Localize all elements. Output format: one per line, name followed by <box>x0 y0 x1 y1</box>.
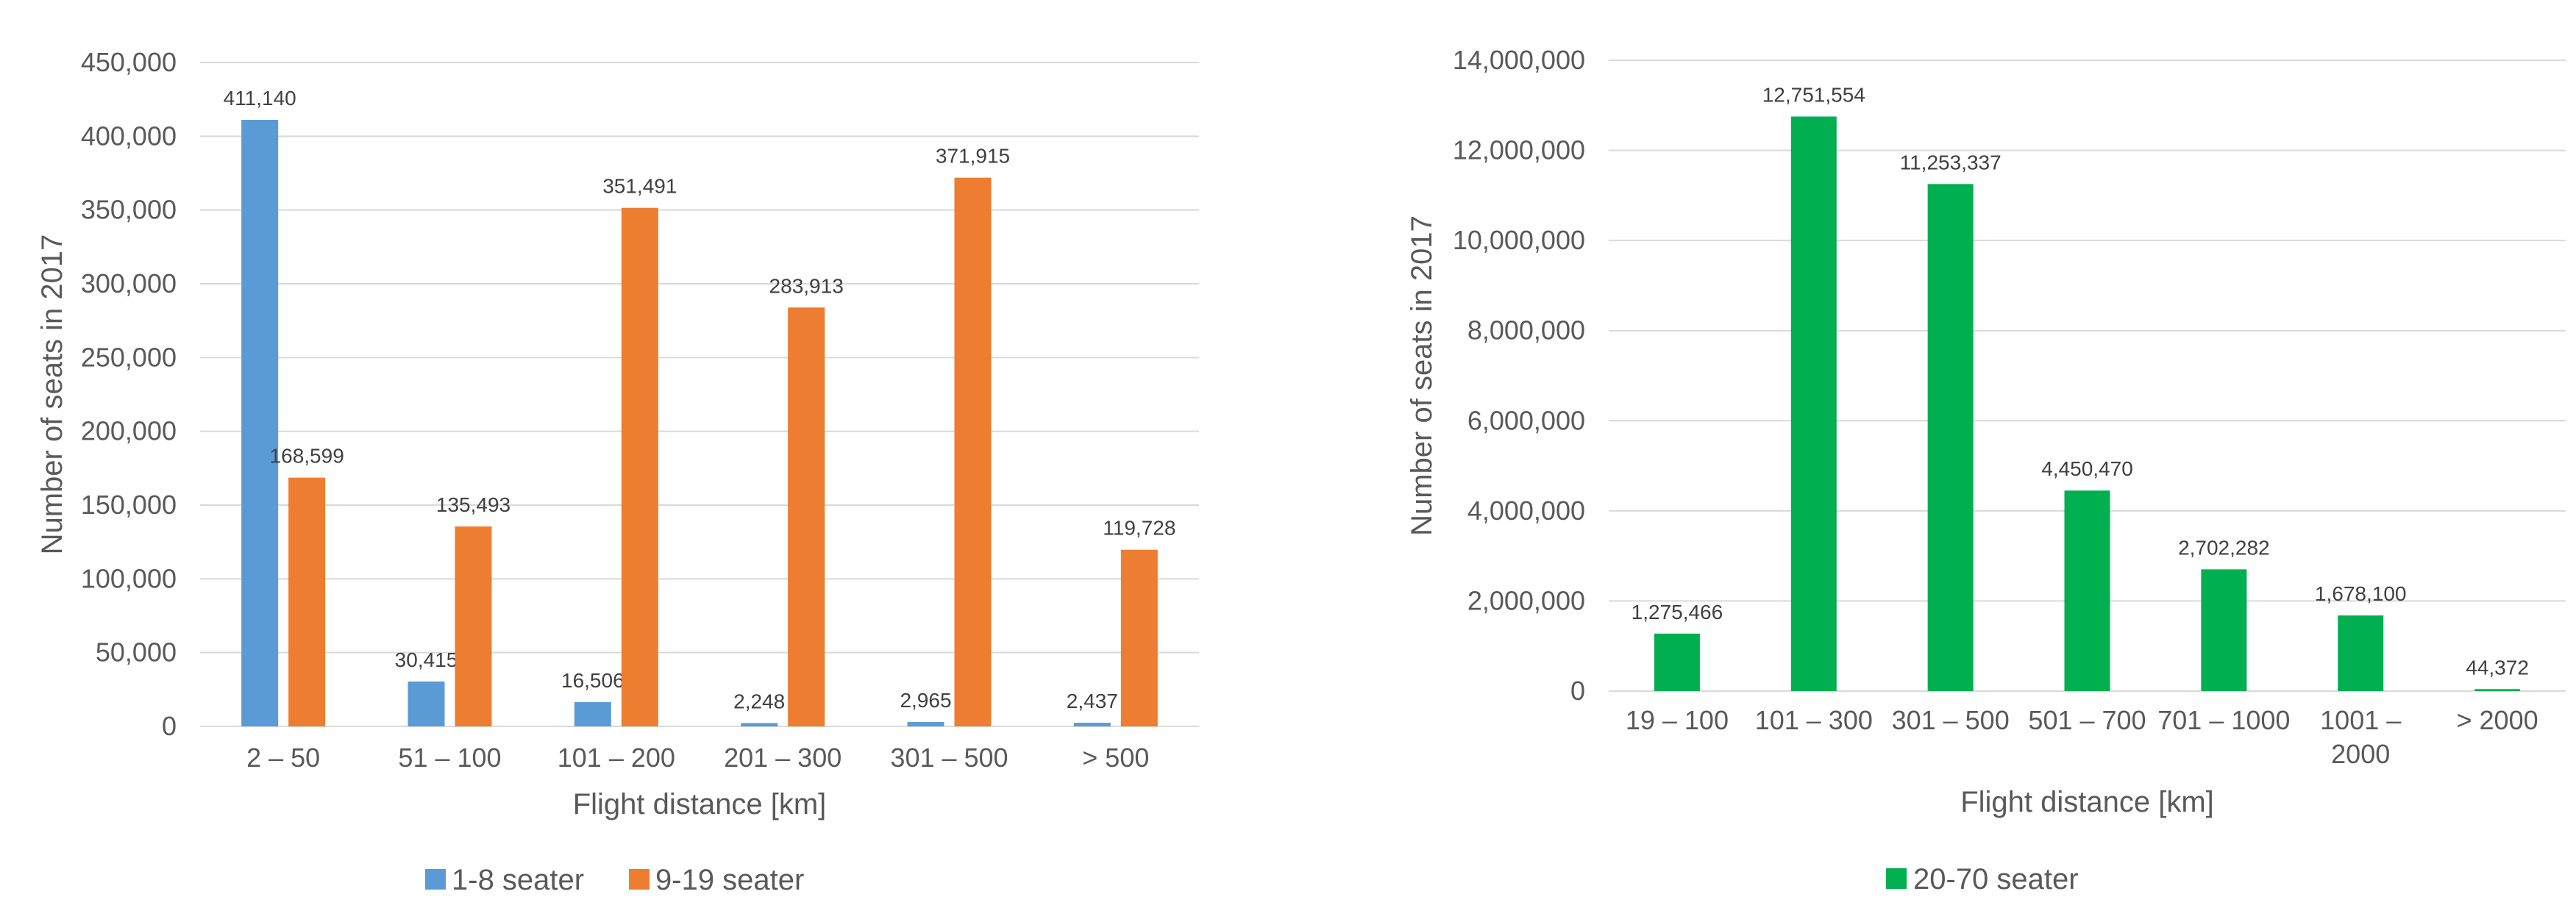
x-tick-label-51-100: 51 – 100 <box>398 743 501 773</box>
x-tick-label-501-700: 501 – 700 <box>2028 705 2146 735</box>
bar-9-19-seater-2-50 <box>288 477 326 726</box>
y-tick-label-400-000: 400,000 <box>81 121 177 151</box>
bar-9-19-seater-201-300 <box>788 307 825 726</box>
data-label-1-8-seater-201-300: 2,248 <box>733 690 785 712</box>
x-axis-label: Flight distance [km] <box>573 788 827 820</box>
data-label-1-8-seater-301-500: 2,965 <box>900 689 951 712</box>
bar-9-19-seater-101-200 <box>621 207 658 727</box>
x-tick-label-2000: > 2000 <box>2457 705 2538 735</box>
x-tick-label-301-500: 301 – 500 <box>1892 705 2010 735</box>
y-axis-label: Number of seats in 2017 <box>36 235 68 555</box>
legend-label-9-19-seater: 9-19 seater <box>655 864 804 896</box>
x-tick-label-500: > 500 <box>1082 743 1149 773</box>
data-label-1-8-seater-500: 2,437 <box>1067 690 1118 712</box>
y-tick-label-0: 0 <box>162 711 177 741</box>
data-label-9-19-seater-201-300: 283,913 <box>769 274 844 297</box>
x-tick-label-2-50: 2 – 50 <box>246 743 320 773</box>
y-tick-label-300-000: 300,000 <box>81 268 177 298</box>
legend-swatch-20-70-seater <box>1886 868 1907 889</box>
x-tick-label-19-100: 19 – 100 <box>1626 705 1729 735</box>
legend-swatch-1-8-seater <box>425 869 446 890</box>
x-axis-label: Flight distance [km] <box>1960 786 2214 818</box>
bar-9-19-seater-500 <box>1120 549 1158 726</box>
y-axis-label: Number of seats in 2017 <box>1406 215 1438 536</box>
data-label-9-19-seater-2-50: 168,599 <box>270 445 344 468</box>
data-label-20-70-seater-701-1000: 2,702,282 <box>2178 536 2270 559</box>
data-label-1-8-seater-101-200: 16,506 <box>561 669 625 692</box>
y-tick-label-12-000-000: 12,000,000 <box>1453 135 1585 165</box>
data-label-9-19-seater-101-200: 351,491 <box>602 175 677 198</box>
y-tick-label-50-000: 50,000 <box>96 637 177 668</box>
y-tick-label-350-000: 350,000 <box>81 195 177 225</box>
chart-left-seats-by-distance-small: 0 50,000 100,000 150,000 200,000 250,000 300,0… <box>36 47 1199 896</box>
y-tick-label-250-000: 250,000 <box>81 342 177 372</box>
data-label-20-70-seater-101-300: 12,751,554 <box>1762 84 1865 107</box>
bar-9-19-seater-51-100 <box>455 526 492 726</box>
x-tick-label-301-500: 301 – 500 <box>890 743 1008 773</box>
y-tick-label-150-000: 150,000 <box>81 490 177 520</box>
data-label-9-19-seater-51-100: 135,493 <box>436 493 510 516</box>
x-tick-label-1001-2000: 1001 –2000 <box>2320 705 2401 769</box>
legend-swatch-9-19-seater <box>629 869 650 890</box>
y-tick-label-200-000: 200,000 <box>81 416 177 446</box>
y-tick-label-100-000: 100,000 <box>81 563 177 593</box>
bar-1-8-seater-2-50 <box>241 119 279 726</box>
y-tick-label-8-000-000: 8,000,000 <box>1467 315 1585 346</box>
bar-20-70-seater-301-500 <box>1927 184 1974 692</box>
x-tick-label-101-200: 101 – 200 <box>558 743 675 773</box>
y-tick-label-6-000-000: 6,000,000 <box>1467 405 1585 435</box>
bar-20-70-seater-701-1000 <box>2201 569 2247 691</box>
bar-20-70-seater-501-700 <box>2064 490 2110 691</box>
bar-9-19-seater-301-500 <box>954 177 992 727</box>
bar-1-8-seater-101-200 <box>574 701 611 726</box>
data-label-20-70-seater-301-500: 11,253,337 <box>1900 151 2002 174</box>
chart-right-seats-by-distance-regional: 0 2,000,000 4,000,000 6,000,000 8,000,000 10,… <box>1406 45 2566 895</box>
y-tick-label-10-000-000: 10,000,000 <box>1453 225 1585 255</box>
legend-label-1-8-seater: 1-8 seater <box>452 864 584 896</box>
data-label-9-19-seater-301-500: 371,915 <box>936 145 1010 168</box>
data-label-20-70-seater-2000: 44,372 <box>2466 656 2529 679</box>
bar-20-70-seater-101-300 <box>1790 116 1837 691</box>
bar-20-70-seater-19-100 <box>1654 633 1700 691</box>
data-label-20-70-seater-19-100: 1,275,466 <box>1632 601 1723 623</box>
bar-1-8-seater-301-500 <box>907 722 944 726</box>
x-tick-label-101-300: 101 – 300 <box>1755 705 1873 735</box>
bar-1-8-seater-500 <box>1073 723 1111 726</box>
y-tick-label-450-000: 450,000 <box>81 47 177 77</box>
bar-1-8-seater-51-100 <box>408 681 445 726</box>
bar-20-70-seater-2000 <box>2474 689 2521 691</box>
y-tick-label-14-000-000: 14,000,000 <box>1453 45 1585 75</box>
bar-1-8-seater-201-300 <box>741 723 778 726</box>
y-tick-label-4-000-000: 4,000,000 <box>1467 496 1585 526</box>
data-label-9-19-seater-500: 119,728 <box>1103 517 1175 540</box>
bar-20-70-seater-1001-2000 <box>2338 615 2384 691</box>
data-label-20-70-seater-501-700: 4,450,470 <box>2041 457 2133 480</box>
data-label-1-8-seater-2-50: 411,140 <box>224 87 296 110</box>
x-tick-label-201-300: 201 – 300 <box>724 743 842 773</box>
data-label-20-70-seater-1001-2000: 1,678,100 <box>2315 582 2407 605</box>
y-tick-label-0: 0 <box>1570 676 1585 706</box>
data-label-1-8-seater-51-100: 30,415 <box>395 648 458 671</box>
legend-label-20-70-seater: 20-70 seater <box>1913 863 2079 895</box>
x-tick-label-701-1000: 701 – 1000 <box>2157 705 2290 735</box>
y-tick-label-2-000-000: 2,000,000 <box>1467 585 1585 615</box>
